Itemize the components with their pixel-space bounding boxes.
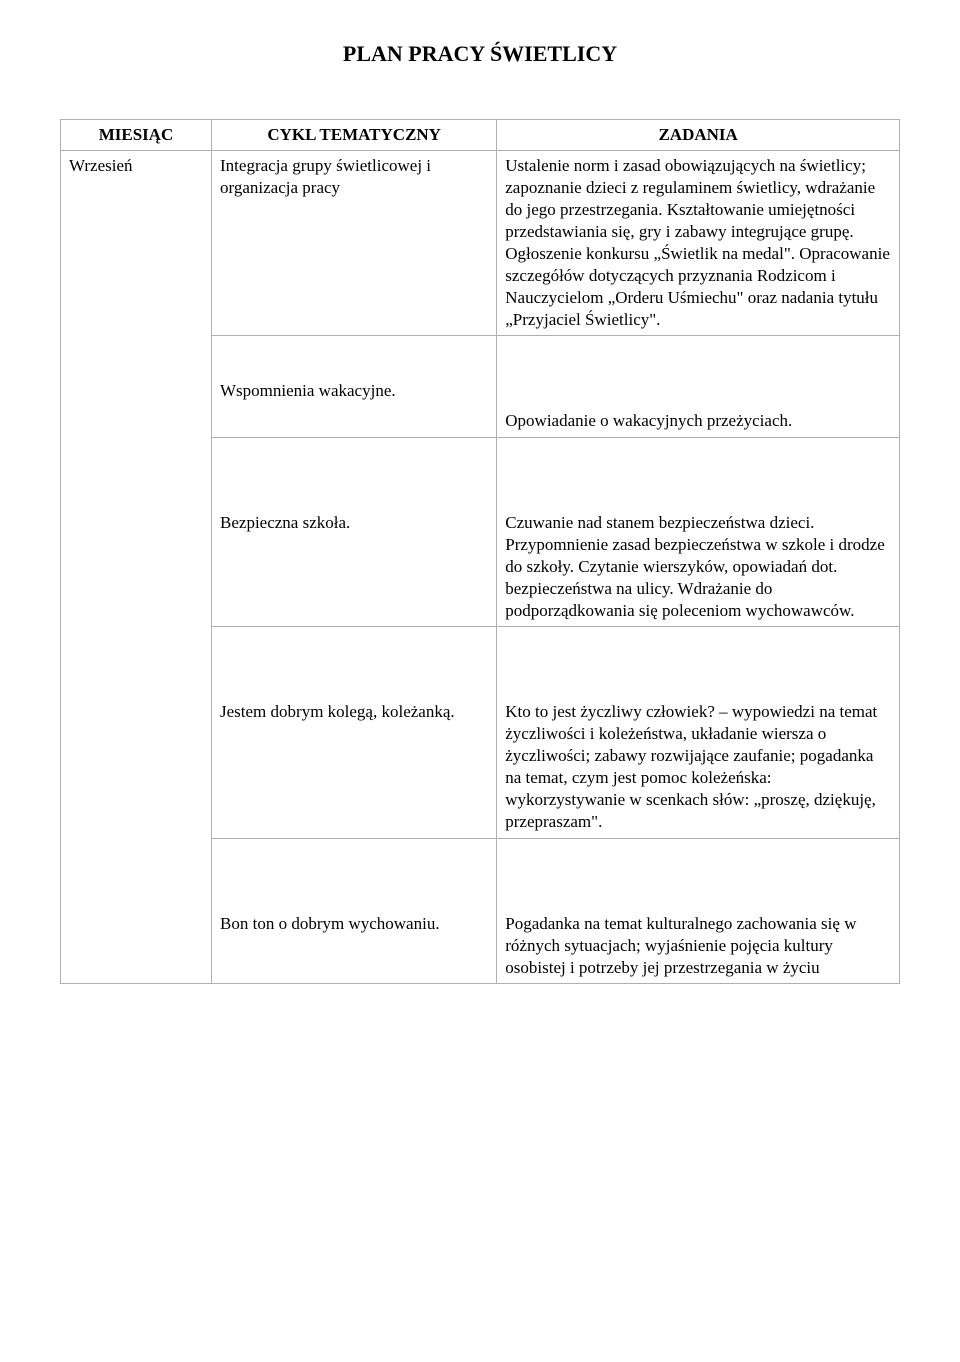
page-title: PLAN PRACY ŚWIETLICY [60,40,900,69]
tasks-cell: Ustalenie norm i zasad obowiązujących na… [497,150,900,336]
tasks-cell: Opowiadanie o wakacyjnych przeżyciach. [497,336,900,437]
plan-table: MIESIĄC CYKL TEMATYCZNY ZADANIA Wrzesień… [60,119,900,984]
cycle-cell: Wspomnienia wakacyjne. [212,336,497,437]
cycle-cell: Jestem dobrym kolegą, koleżanką. [212,627,497,839]
tasks-cell: Kto to jest życzliwy człowiek? – wypowie… [497,627,900,839]
header-cycle: CYKL TEMATYCZNY [212,119,497,150]
cycle-cell: Integracja grupy świetlicowej i organiza… [212,150,497,336]
cycle-cell: Bezpieczna szkoła. [212,437,497,626]
cycle-cell: Bon ton o dobrym wychowaniu. [212,838,497,983]
tasks-cell: Pogadanka na temat kulturalnego zachowan… [497,838,900,983]
month-cell: Wrzesień [61,150,212,983]
header-month: MIESIĄC [61,119,212,150]
tasks-cell: Czuwanie nad stanem bezpieczeństwa dziec… [497,437,900,626]
header-tasks: ZADANIA [497,119,900,150]
table-header-row: MIESIĄC CYKL TEMATYCZNY ZADANIA [61,119,900,150]
table-row: Wrzesień Integracja grupy świetlicowej i… [61,150,900,336]
